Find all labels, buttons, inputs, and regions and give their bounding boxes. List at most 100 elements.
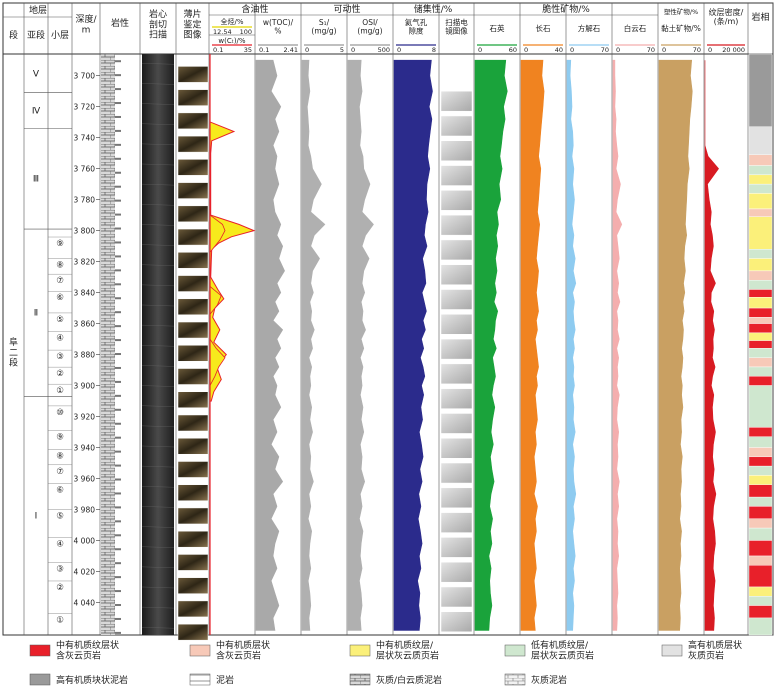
lithology-mark (115, 617, 121, 620)
layer-label: ⑥ (56, 485, 64, 495)
layer-label: ① (56, 386, 64, 396)
facies-band (748, 605, 773, 619)
facies-band (748, 527, 773, 541)
porosity-label: 氦气孔隙度 (405, 17, 428, 36)
feldspar-scale-max: 40 (555, 46, 563, 54)
depth-tick-label: 3 800 (74, 227, 96, 236)
dolomite-scale-max: 70 (647, 46, 655, 54)
layer-label: ⑧ (56, 261, 64, 271)
s1-curve (301, 59, 326, 631)
sem-image (440, 437, 473, 459)
depth-tick-label: 3 980 (74, 506, 96, 515)
thin-section-image (177, 530, 209, 548)
thin-section-image (177, 66, 209, 83)
thin-section-image (177, 414, 209, 432)
dolomite-scale-min: 0 (616, 46, 620, 54)
sem-label: 扫描电镜图像 (445, 17, 468, 36)
depth-tick-label: 3 960 (74, 475, 96, 484)
layer-label: ③ (56, 352, 64, 362)
sem-image (440, 512, 473, 533)
osi-label: OSI/(mg/g) (357, 18, 382, 36)
header-plastic: 塑性矿物/% (664, 7, 698, 16)
lithology-mark (115, 297, 121, 300)
depth-tick-label: 3 780 (74, 196, 96, 205)
lithology-mark (115, 520, 121, 523)
sem-image (440, 289, 473, 310)
thin-section-image (177, 112, 209, 130)
layer-label: ③ (56, 564, 64, 574)
layer-label: ⑦ (56, 276, 64, 286)
lithology-mark (115, 492, 121, 495)
sem-image (440, 363, 473, 385)
sem-image (440, 140, 473, 162)
lamina-scale-max: 20 000 (722, 46, 745, 54)
lithology-mark (115, 548, 121, 551)
lithology-mark (115, 88, 121, 91)
core-lamina (141, 123, 175, 125)
sem-image (440, 611, 473, 633)
core-lamina (141, 183, 175, 186)
quartz-scale-max: 60 (509, 46, 517, 54)
header-duan: 段 (9, 29, 18, 41)
toc-scale-min: 0.1 (259, 46, 269, 54)
oil-total-scale-max: 100 (240, 28, 252, 36)
dolomite-curve (612, 59, 623, 631)
calcite-scale-max: 70 (601, 46, 609, 54)
header-yaduan: 亚段 (27, 29, 45, 41)
thin-section-image (177, 228, 209, 246)
core-lamina (141, 345, 175, 347)
porosity-curve (393, 59, 433, 631)
facies-band (748, 596, 773, 606)
thin-section-image (177, 89, 209, 106)
lithology-mark (115, 576, 121, 579)
submember-label: Ⅳ (32, 107, 41, 117)
s1-label: S₁/(mg/g) (311, 18, 336, 36)
legend-swatch (189, 673, 211, 686)
layer-label: ⑥ (56, 293, 64, 303)
facies-band (748, 174, 773, 185)
oil-c1-scale-min: 0.1 (213, 46, 223, 54)
lithology-mark (115, 227, 121, 230)
core-lamina (141, 163, 175, 166)
thin-section-image (177, 507, 209, 525)
core-lamina (141, 465, 175, 468)
facies-band (748, 506, 773, 520)
layer-label: ⑩ (56, 408, 64, 418)
legend-swatch (29, 644, 51, 657)
lithology-mark (115, 604, 121, 607)
legend-label: 中有机质层状含灰云页岩 (216, 639, 270, 661)
facies-band (748, 348, 773, 358)
lithology-mark (115, 450, 121, 453)
lithology-mark (115, 115, 121, 118)
facies-band (748, 496, 773, 507)
depth-tick-label: 3 760 (74, 165, 96, 174)
facies-band (748, 456, 773, 467)
lithology-mark (115, 380, 121, 383)
facies-band (748, 307, 773, 318)
legend-label: 泥岩 (216, 674, 234, 686)
clay-label: 黏土矿物/% (661, 23, 701, 33)
depth-tick-label: 4 020 (74, 567, 96, 576)
thin-section-image (177, 345, 209, 362)
depth-tick-label: 3 740 (74, 134, 96, 143)
layer-label: ⑦ (56, 467, 64, 477)
legend-swatch (349, 673, 371, 686)
facies-band (748, 183, 773, 194)
sem-image (440, 115, 473, 137)
sem-image (440, 338, 473, 360)
oil-total-scale-min: 12.54 (213, 28, 232, 36)
facies-band (748, 154, 773, 166)
toc-curve (255, 59, 285, 631)
feldspar-label: 长石 (536, 23, 551, 33)
thin-section-image (177, 461, 209, 478)
depth-tick-label: 3 840 (74, 289, 96, 298)
header-oil: 含油性 (241, 3, 268, 15)
facies-band (748, 258, 773, 272)
core-lamina (141, 244, 175, 246)
thin-section-image (177, 135, 209, 153)
oil-c1-curve (209, 214, 226, 386)
quartz-curve (474, 59, 508, 631)
facies-band (748, 518, 773, 529)
core-lamina (141, 83, 175, 85)
facies-band (748, 465, 773, 476)
